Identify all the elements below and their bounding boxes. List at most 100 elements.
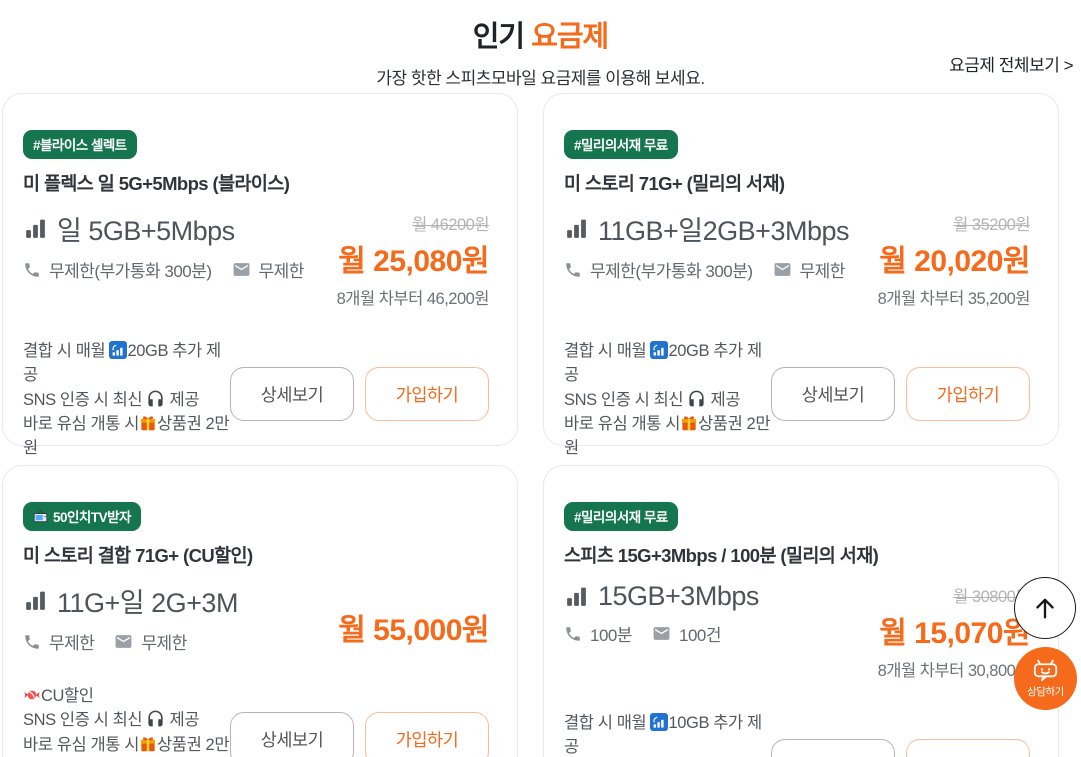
price-original: 월 30800원 — [953, 588, 1030, 606]
plan-call-value: 무제한 — [49, 634, 95, 653]
price-note: 8개월 차부터 35,200원 — [877, 290, 1031, 308]
plan-summary: 15GB+3Mbps 100분 100건 월 30800원 월 15,070원 … — [564, 581, 1031, 681]
plan-specs: 11G+일 2G+3M 무제한 무제한 — [23, 581, 238, 654]
benefit-line: SNS 인증 시 최신 제공 — [23, 389, 200, 409]
price-current: 월 15,070원 — [879, 617, 1030, 650]
detail-button[interactable]: 상세보기 — [230, 712, 354, 757]
plan-badge-label: #블라이스 셀렉트 — [33, 138, 127, 153]
mail-icon — [773, 260, 792, 279]
mail-icon — [114, 632, 133, 651]
plan-data-line: 일 5GB+5Mbps — [23, 209, 304, 248]
detail-button[interactable]: 상세보기 — [771, 739, 895, 757]
plan-data-line: 11GB+일2GB+3Mbps — [564, 209, 849, 248]
plan-data-amount: 11GB+일2GB+3Mbps — [598, 216, 849, 246]
benefit-line: 결합 시 매월 20GB 추가 제공 — [564, 341, 762, 385]
plan-call-message-line: 100분 100건 — [564, 621, 759, 646]
signal-bars-icon — [564, 584, 589, 609]
plan-badge-label: 50인치TV받자 — [53, 510, 131, 525]
page-title: 인기 요금제 — [0, 13, 1081, 55]
plan-specs: 11GB+일2GB+3Mbps 무제한(부가통화 300분) 무제한 — [564, 209, 849, 309]
signal-bars-icon — [23, 588, 48, 613]
plan-call-value: 무제한(부가통화 300분) — [590, 262, 753, 281]
plan-badge: #블라이스 셀렉트 — [23, 130, 137, 159]
plan-data-amount: 15GB+3Mbps — [598, 581, 759, 611]
plan-badge: #밀리의서재 무료 — [564, 130, 678, 159]
plan-title: 미 플렉스 일 5G+5Mbps (블라이스) — [23, 173, 290, 194]
plan-summary: 11G+일 2G+3M 무제한 무제한 월 55,000원 — [23, 581, 489, 654]
headphones-icon — [687, 389, 706, 408]
price-note: 8개월 차부터 30,800원 — [877, 662, 1031, 680]
join-button[interactable]: 가입하기 — [365, 712, 489, 757]
arrow-up-icon — [1031, 594, 1059, 622]
plan-data-line: 15GB+3Mbps — [564, 581, 759, 612]
phone-icon — [564, 625, 582, 643]
mail-icon — [652, 624, 671, 643]
plan-call-item: 무제한(부가통화 300분) — [564, 257, 753, 282]
plan-message-value: 무제한 — [258, 262, 305, 281]
plan-specs: 일 5GB+5Mbps 무제한(부가통화 300분) 무제한 — [23, 209, 304, 309]
plan-price: 월 30800원 월 15,070원 8개월 차부터 30,800원 — [877, 581, 1031, 681]
plan-grid: #블라이스 셀렉트 미 플렉스 일 5G+5Mbps (블라이스) 일 5GB+… — [2, 93, 1059, 757]
plan-card: 50인치TV받자 미 스토리 결합 71G+ (CU할인) 11G+일 2G+3… — [2, 465, 518, 757]
scroll-to-top-button[interactable] — [1014, 577, 1076, 639]
plan-card: #밀리의서재 무료 미 스토리 71G+ (밀리의 서재) 11GB+일2GB+… — [543, 93, 1059, 457]
page-title-prefix: 인기 — [472, 21, 525, 53]
price-original: 월 46200원 — [412, 216, 489, 234]
plan-price: 월 35200원 월 20,020원 8개월 차부터 35,200원 — [877, 209, 1031, 309]
plan-message-item: 무제한 — [114, 629, 187, 654]
mail-icon — [232, 260, 251, 279]
page-title-highlight: 요금제 — [531, 21, 609, 53]
plan-call-item: 무제한 — [23, 629, 95, 654]
plan-badge: #밀리의서재 무료 — [564, 502, 678, 531]
plan-data-amount: 11G+일 2G+3M — [57, 588, 238, 618]
plan-specs: 15GB+3Mbps 100분 100건 — [564, 581, 759, 681]
plan-actions: 상세보기 가입하기 — [230, 367, 489, 460]
plan-benefits: 결합 시 매월 20GB 추가 제공 SNS 인증 시 최신 제공 바로 유심 개통… — [23, 339, 230, 460]
plan-call-item: 무제한(부가통화 300분) — [23, 257, 212, 282]
chat-bubble-icon — [1031, 658, 1060, 683]
join-button[interactable]: 가입하기 — [906, 739, 1030, 757]
candy-icon — [23, 686, 41, 704]
phone-icon — [23, 261, 41, 279]
plan-call-value: 무제한(부가통화 300분) — [49, 262, 212, 281]
plan-data-amount: 일 5GB+5Mbps — [57, 216, 235, 246]
benefit-line: 결합 시 매월 20GB 추가 제공 — [23, 341, 221, 385]
plan-bottom-row: 결합 시 매월 20GB 추가 제공 SNS 인증 시 최신 제공 바로 유심 개통… — [23, 339, 489, 460]
price-current: 월 20,020원 — [879, 245, 1030, 278]
join-button[interactable]: 가입하기 — [365, 367, 489, 421]
plan-badge-label: #밀리의서재 무료 — [574, 510, 668, 525]
plan-actions: 상세보기 가입하기 — [771, 739, 1030, 757]
join-button[interactable]: 가입하기 — [906, 367, 1030, 421]
signal-blue-icon — [109, 341, 128, 359]
page-subtitle: 가장 핫한 스피츠모바일 요금제를 이용해 보세요. — [376, 69, 705, 88]
detail-button[interactable]: 상세보기 — [230, 367, 354, 421]
phone-icon — [23, 633, 41, 651]
plan-message-value: 무제한 — [799, 262, 846, 281]
plan-actions: 상세보기 가입하기 — [230, 712, 489, 757]
gift-icon — [680, 414, 698, 432]
price-current: 월 55,000원 — [338, 614, 489, 647]
price-note: 8개월 차부터 46,200원 — [336, 290, 490, 308]
plan-title: 미 스토리 결합 71G+ (CU할인) — [23, 545, 253, 566]
detail-button[interactable]: 상세보기 — [771, 367, 895, 421]
plan-call-item: 100분 — [564, 621, 633, 646]
plan-call-message-line: 무제한(부가통화 300분) 무제한 — [564, 257, 849, 282]
plan-message-item: 100건 — [652, 621, 722, 646]
consult-chat-button[interactable]: 상담하기 — [1014, 647, 1077, 710]
signal-blue-icon — [650, 341, 669, 359]
plan-price: 월 46200원 월 25,080원 8개월 차부터 46,200원 — [336, 209, 490, 309]
gift-icon — [139, 735, 157, 753]
headphones-icon — [146, 389, 165, 408]
benefit-line: SNS 인증 시 최신 제공 — [564, 389, 741, 409]
benefit-line: CU할인 — [23, 684, 230, 708]
plan-actions: 상세보기 가입하기 — [771, 367, 1030, 460]
view-all-plans-link[interactable]: 요금제 전체보기 > — [949, 56, 1073, 75]
